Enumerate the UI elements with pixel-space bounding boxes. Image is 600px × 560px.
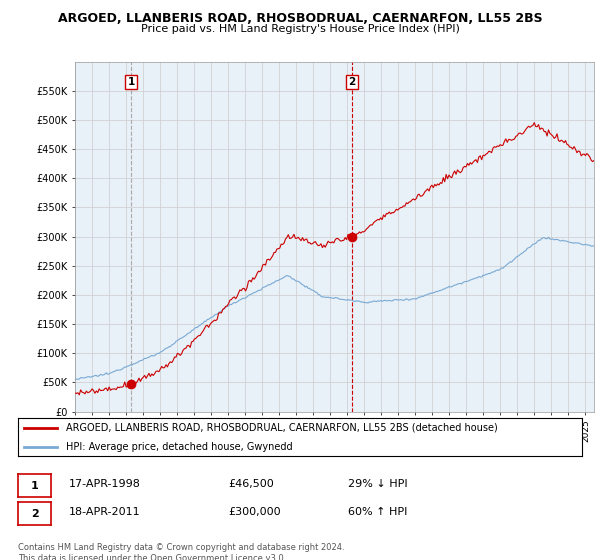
Text: 1: 1 <box>31 480 38 491</box>
Text: 60% ↑ HPI: 60% ↑ HPI <box>348 507 407 517</box>
Text: 17-APR-1998: 17-APR-1998 <box>69 479 141 489</box>
Text: ARGOED, LLANBERIS ROAD, RHOSBODRUAL, CAERNARFON, LL55 2BS: ARGOED, LLANBERIS ROAD, RHOSBODRUAL, CAE… <box>58 12 542 25</box>
Text: £300,000: £300,000 <box>228 507 281 517</box>
Text: £46,500: £46,500 <box>228 479 274 489</box>
Text: ARGOED, LLANBERIS ROAD, RHOSBODRUAL, CAERNARFON, LL55 2BS (detached house): ARGOED, LLANBERIS ROAD, RHOSBODRUAL, CAE… <box>66 423 497 433</box>
Text: HPI: Average price, detached house, Gwynedd: HPI: Average price, detached house, Gwyn… <box>66 442 293 452</box>
Text: Contains HM Land Registry data © Crown copyright and database right 2024.
This d: Contains HM Land Registry data © Crown c… <box>18 543 344 560</box>
Text: 2: 2 <box>31 508 38 519</box>
Text: 1: 1 <box>127 77 134 87</box>
Text: 2: 2 <box>349 77 356 87</box>
Text: 18-APR-2011: 18-APR-2011 <box>69 507 140 517</box>
Text: 29% ↓ HPI: 29% ↓ HPI <box>348 479 407 489</box>
Text: Price paid vs. HM Land Registry's House Price Index (HPI): Price paid vs. HM Land Registry's House … <box>140 24 460 34</box>
